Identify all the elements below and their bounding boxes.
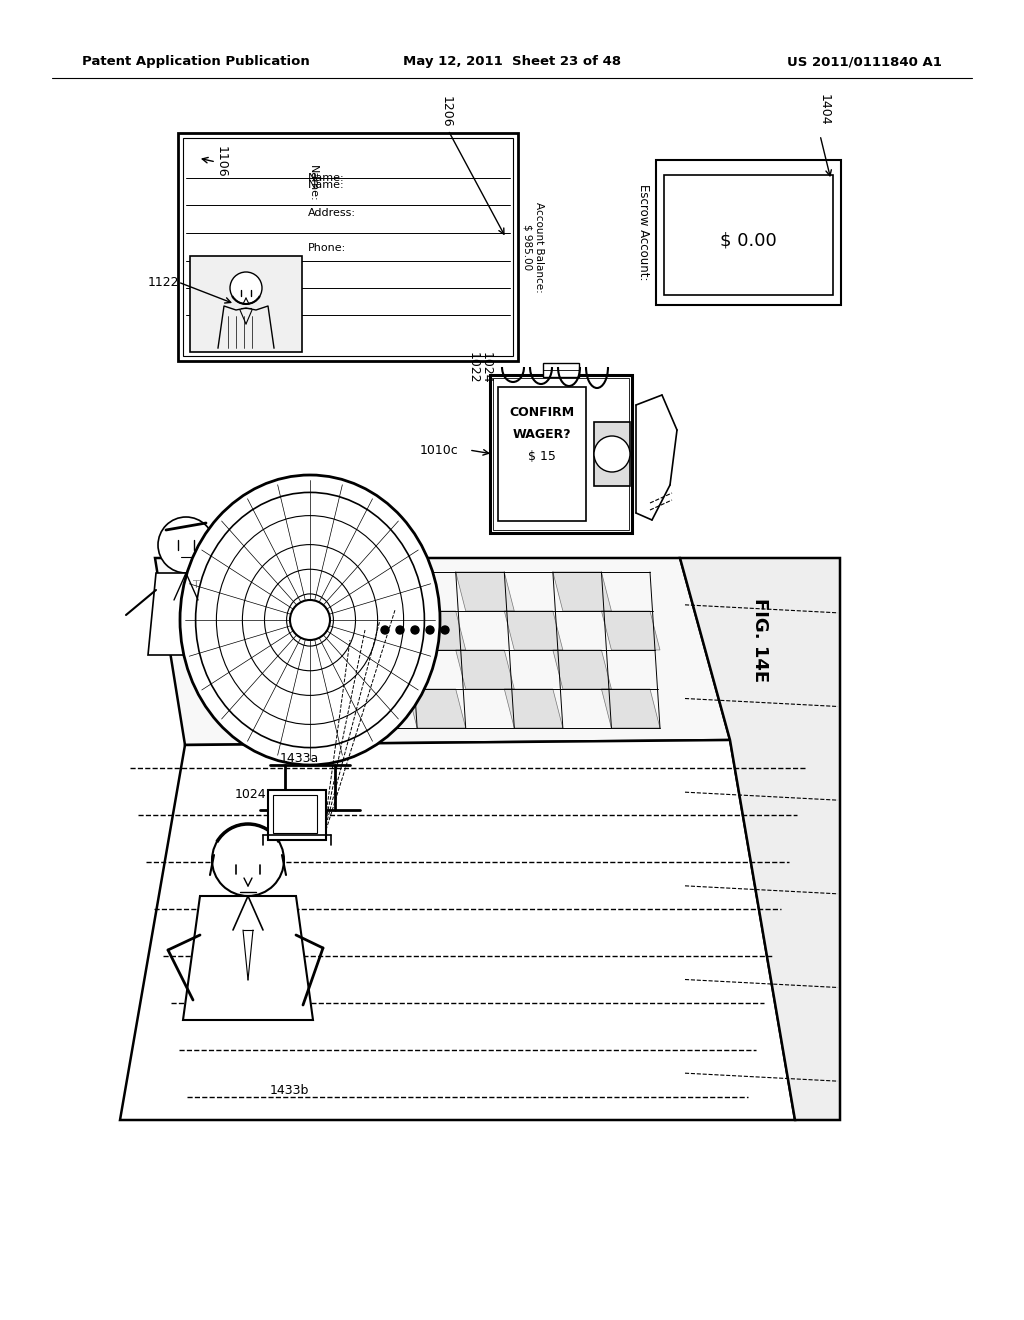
Text: 1433a: 1433a xyxy=(280,751,319,764)
Circle shape xyxy=(381,626,389,634)
Bar xyxy=(190,256,302,352)
Text: Patent Application Publication: Patent Application Publication xyxy=(82,55,309,69)
Bar xyxy=(268,789,326,840)
Text: 1122: 1122 xyxy=(148,276,179,289)
Circle shape xyxy=(441,626,449,634)
Text: Name:: Name: xyxy=(308,165,318,202)
Circle shape xyxy=(396,626,404,634)
Ellipse shape xyxy=(180,475,440,766)
Text: $ 0.00: $ 0.00 xyxy=(720,231,776,249)
Text: Escrow Account:: Escrow Account: xyxy=(638,183,650,280)
Polygon shape xyxy=(504,611,563,649)
Polygon shape xyxy=(601,689,660,729)
Bar xyxy=(178,133,518,360)
Bar xyxy=(493,378,629,531)
Text: 1022: 1022 xyxy=(467,352,480,384)
Text: 1024: 1024 xyxy=(234,788,266,801)
Ellipse shape xyxy=(264,569,355,671)
Circle shape xyxy=(290,601,330,640)
Bar xyxy=(656,160,841,305)
Ellipse shape xyxy=(196,492,424,747)
Text: Account Balance:
$ 985.00: Account Balance: $ 985.00 xyxy=(522,202,544,292)
Text: T: T xyxy=(193,579,200,590)
Polygon shape xyxy=(408,611,466,649)
Polygon shape xyxy=(148,573,224,655)
Ellipse shape xyxy=(243,545,378,696)
Polygon shape xyxy=(310,689,369,729)
Text: 1010c: 1010c xyxy=(420,444,459,457)
Text: May 12, 2011  Sheet 23 of 48: May 12, 2011 Sheet 23 of 48 xyxy=(402,55,622,69)
Polygon shape xyxy=(358,649,417,689)
Text: 1404: 1404 xyxy=(818,94,831,125)
Text: CONFIRM: CONFIRM xyxy=(509,407,574,420)
Polygon shape xyxy=(456,649,514,689)
Circle shape xyxy=(426,626,434,634)
Polygon shape xyxy=(358,572,417,611)
Polygon shape xyxy=(456,572,514,611)
Ellipse shape xyxy=(287,594,334,645)
Circle shape xyxy=(594,436,630,473)
Text: FIG. 14E: FIG. 14E xyxy=(751,598,769,682)
Polygon shape xyxy=(504,689,563,729)
Bar xyxy=(490,375,632,533)
Polygon shape xyxy=(553,649,611,689)
Bar xyxy=(664,176,833,294)
Text: Phone:: Phone: xyxy=(308,243,346,253)
Bar xyxy=(498,387,586,521)
Text: 1106: 1106 xyxy=(215,147,228,178)
Text: Address:: Address: xyxy=(308,209,356,218)
Polygon shape xyxy=(120,741,795,1119)
Polygon shape xyxy=(408,689,466,729)
Circle shape xyxy=(230,272,262,304)
Text: WAGER?: WAGER? xyxy=(513,429,571,441)
Text: $ 15: $ 15 xyxy=(528,450,556,463)
Circle shape xyxy=(212,824,284,896)
Text: 1024: 1024 xyxy=(480,352,493,384)
Bar xyxy=(594,422,630,486)
Circle shape xyxy=(411,626,419,634)
Text: 1206: 1206 xyxy=(440,96,453,128)
Polygon shape xyxy=(183,896,313,1020)
Text: US 2011/0111840 A1: US 2011/0111840 A1 xyxy=(787,55,942,69)
Polygon shape xyxy=(310,611,369,649)
Text: 1433b: 1433b xyxy=(270,1084,309,1097)
Bar xyxy=(183,139,513,356)
Bar xyxy=(543,363,579,378)
Text: Name:: Name: xyxy=(308,173,345,183)
Bar xyxy=(273,795,317,833)
Text: Name:: Name: xyxy=(308,180,345,190)
Polygon shape xyxy=(553,572,611,611)
Polygon shape xyxy=(680,558,840,1119)
Polygon shape xyxy=(155,558,730,744)
Circle shape xyxy=(158,517,214,573)
Polygon shape xyxy=(601,611,660,649)
Ellipse shape xyxy=(216,516,403,725)
